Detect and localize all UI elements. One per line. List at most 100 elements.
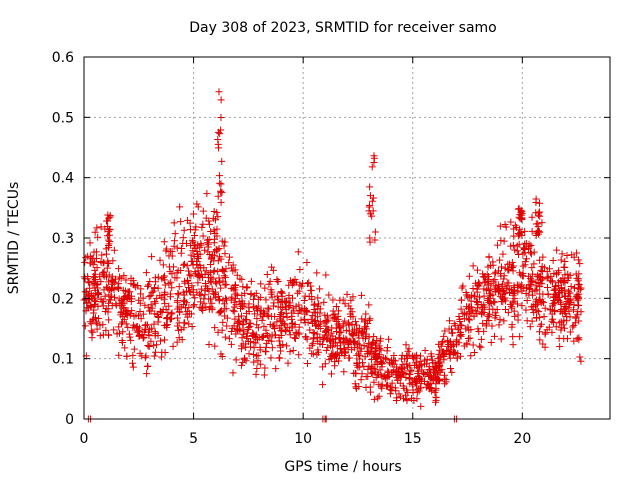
data-point bbox=[84, 273, 92, 281]
data-point bbox=[239, 358, 247, 366]
data-point bbox=[253, 315, 261, 323]
data-point bbox=[268, 344, 276, 352]
data-point bbox=[381, 354, 389, 362]
data-point bbox=[254, 302, 262, 310]
data-point bbox=[303, 307, 311, 315]
data-point bbox=[384, 344, 392, 352]
data-point bbox=[212, 280, 220, 288]
data-point bbox=[319, 363, 327, 371]
data-point bbox=[462, 325, 470, 333]
data-point bbox=[310, 301, 318, 309]
data-point bbox=[280, 319, 288, 327]
data-point bbox=[393, 363, 401, 371]
data-point bbox=[122, 320, 130, 328]
data-point bbox=[229, 306, 237, 314]
data-point bbox=[246, 323, 254, 331]
data-point bbox=[214, 192, 222, 200]
data-point bbox=[308, 295, 316, 303]
data-point bbox=[204, 270, 212, 278]
data-point bbox=[416, 374, 424, 382]
data-point bbox=[348, 346, 356, 354]
data-point bbox=[515, 230, 523, 238]
data-point bbox=[564, 274, 572, 282]
data-point bbox=[296, 306, 304, 314]
data-point bbox=[278, 308, 286, 316]
data-point bbox=[292, 334, 300, 342]
plot-frame bbox=[83, 56, 611, 420]
data-point bbox=[155, 314, 163, 322]
data-point bbox=[267, 354, 275, 362]
data-point bbox=[472, 298, 480, 306]
data-point bbox=[152, 348, 160, 356]
data-point bbox=[325, 356, 333, 364]
data-point bbox=[395, 390, 403, 398]
data-point bbox=[509, 241, 517, 249]
data-point bbox=[220, 272, 228, 280]
data-point bbox=[106, 213, 114, 221]
data-point bbox=[518, 302, 526, 310]
data-point bbox=[371, 347, 379, 355]
data-point bbox=[435, 359, 443, 367]
data-point bbox=[550, 300, 558, 308]
data-point bbox=[415, 387, 423, 395]
data-point bbox=[162, 321, 170, 329]
data-point bbox=[119, 313, 127, 321]
axis-ticks bbox=[83, 56, 610, 420]
data-point bbox=[497, 263, 505, 271]
data-point bbox=[268, 337, 276, 345]
data-point bbox=[315, 300, 323, 308]
data-point bbox=[238, 334, 246, 342]
data-point bbox=[115, 265, 123, 273]
data-point bbox=[371, 368, 379, 376]
data-point bbox=[405, 351, 413, 359]
data-point bbox=[553, 246, 561, 254]
data-point bbox=[156, 337, 164, 345]
data-point bbox=[216, 253, 224, 261]
data-point bbox=[150, 284, 158, 292]
data-point bbox=[171, 230, 179, 238]
data-point bbox=[491, 298, 499, 306]
data-point bbox=[316, 325, 324, 333]
data-point bbox=[219, 277, 227, 285]
data-point bbox=[469, 262, 477, 270]
data-point bbox=[398, 355, 406, 363]
data-point bbox=[154, 331, 162, 339]
data-point bbox=[417, 380, 425, 388]
data-point bbox=[173, 274, 181, 282]
data-point bbox=[245, 350, 253, 358]
data-point bbox=[470, 312, 478, 320]
y-tick-label: 0.3 bbox=[52, 231, 74, 247]
y-tick-label: 0.6 bbox=[52, 50, 74, 66]
data-point bbox=[119, 328, 127, 336]
data-point bbox=[214, 213, 222, 221]
data-point bbox=[566, 328, 574, 336]
data-point bbox=[97, 223, 105, 231]
data-point bbox=[552, 323, 560, 331]
data-point bbox=[535, 228, 543, 236]
data-point bbox=[202, 267, 210, 275]
data-point bbox=[145, 281, 153, 289]
data-point bbox=[223, 322, 231, 330]
data-point bbox=[95, 314, 103, 322]
data-point bbox=[206, 260, 214, 268]
data-point bbox=[527, 250, 535, 258]
data-point bbox=[94, 233, 102, 241]
data-point bbox=[252, 370, 260, 378]
data-point bbox=[263, 311, 271, 319]
data-point bbox=[125, 330, 133, 338]
data-point bbox=[405, 345, 413, 353]
data-point bbox=[536, 336, 544, 344]
data-point bbox=[161, 288, 169, 296]
data-point bbox=[250, 358, 258, 366]
data-point bbox=[292, 302, 300, 310]
data-point bbox=[490, 332, 498, 340]
data-point bbox=[328, 324, 336, 332]
data-point bbox=[173, 298, 181, 306]
data-point bbox=[151, 298, 159, 306]
data-point bbox=[354, 331, 362, 339]
data-point bbox=[185, 283, 193, 291]
data-point bbox=[388, 379, 396, 387]
data-point bbox=[273, 275, 281, 283]
data-point bbox=[250, 292, 258, 300]
data-point bbox=[561, 257, 569, 265]
